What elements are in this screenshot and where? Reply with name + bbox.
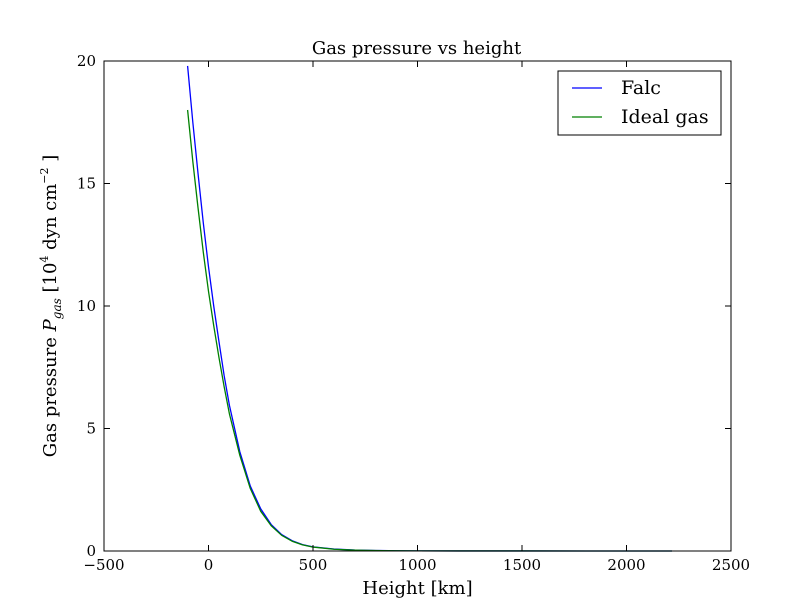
y-tick-label: 5 xyxy=(86,420,96,438)
x-tick-label: 1500 xyxy=(503,556,541,574)
y-axis-label-subscript: gas xyxy=(50,298,64,319)
legend-frame xyxy=(557,70,722,136)
y-tick-label: 20 xyxy=(77,52,96,70)
x-tick-label: 2500 xyxy=(712,556,750,574)
y-tick-label: 10 xyxy=(77,297,96,315)
y-axis-label-unit-close: ] xyxy=(40,155,61,168)
legend-label-ideal-gas: Ideal gas xyxy=(621,106,709,128)
legend-label-falc: Falc xyxy=(621,77,661,99)
y-axis-label: Gas pressure Pgas [104 dyn cm−2 ] xyxy=(38,155,64,458)
x-tick-label: 2000 xyxy=(607,556,645,574)
y-tick-label: 15 xyxy=(77,175,96,193)
y-tick-label: 0 xyxy=(86,542,96,560)
y-axis-label-prefix: Gas pressure xyxy=(40,331,61,457)
x-axis-label: Height [km] xyxy=(362,578,472,599)
y-axis: 0 5 10 15 20 xyxy=(77,52,731,560)
y-axis-label-unit-exp1: 4 xyxy=(38,256,51,263)
x-tick-label: −500 xyxy=(83,556,124,574)
plot-area xyxy=(103,60,732,552)
y-axis-label-unit-open: [10 xyxy=(40,263,61,299)
x-axis: −500 0 500 1000 1500 2000 2500 xyxy=(83,61,750,574)
x-tick-label: 0 xyxy=(204,556,214,574)
x-tick-label: 1000 xyxy=(398,556,436,574)
y-axis-label-unit-exp2: −2 xyxy=(38,167,51,183)
y-axis-label-symbol: P xyxy=(40,318,61,332)
y-axis-label-unit-mid: dyn cm xyxy=(40,184,61,256)
chart-title: Gas pressure vs height xyxy=(312,38,522,59)
plot-area-background xyxy=(104,61,731,551)
x-tick-label: 500 xyxy=(299,556,328,574)
legend: Falc Ideal gas xyxy=(557,70,722,136)
